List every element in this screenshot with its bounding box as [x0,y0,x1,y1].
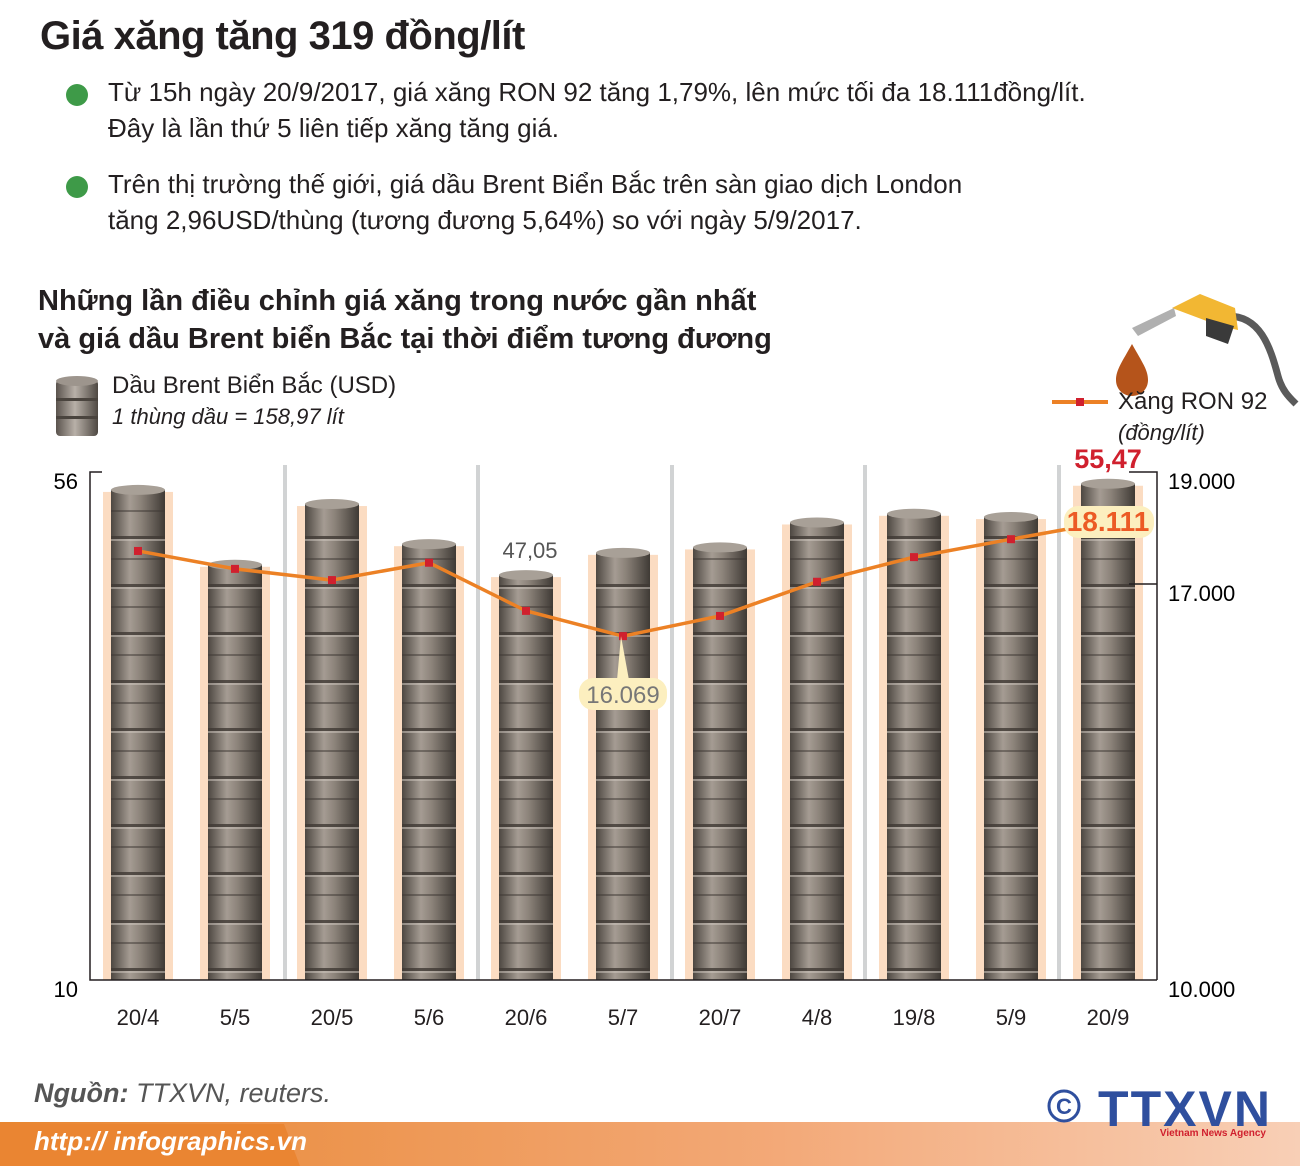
barrel-top [499,570,553,581]
bullet-item: Trên thị trường thế giới, giá dầu Brent … [66,166,962,238]
barrel-ridges [887,523,941,980]
ttxvn-logo: C TTXVN Vietnam News Agency [1047,1084,1270,1139]
x-tick-label: 19/8 [893,1005,936,1030]
data-label: 55,47 [1074,444,1142,474]
barrel-top [596,547,650,558]
source-label: Nguồn: [34,1078,129,1108]
x-tick-label: 20/4 [117,1005,160,1030]
legend-ron: Xăng RON 92 (đồng/lít) [1118,388,1267,446]
footer-tab [0,1124,300,1166]
ron92-marker [910,553,918,562]
x-tick-label: 20/6 [505,1005,548,1030]
barrel-ridges [1081,493,1135,980]
barrel-ridges [402,554,456,980]
barrel-ridges [208,574,262,980]
divider [670,465,674,980]
data-label: 47,05 [502,538,557,563]
barrel-ridges [111,499,165,980]
x-tick-label: 20/5 [311,1005,354,1030]
y2-tick-label: 10.000 [1168,977,1235,1002]
callout-box [1064,506,1154,538]
callout-box [579,678,667,710]
y-tick-label: 56 [54,469,78,494]
x-tick-label: 4/8 [802,1005,833,1030]
ron92-marker [134,546,142,555]
source: Nguồn: TTXVN, reuters. [34,1078,331,1109]
y2-tick-label: 19.000 [1168,469,1235,494]
bullet-item: Từ 15h ngày 20/9/2017, giá xăng RON 92 t… [66,74,1086,146]
right-axis-line [1129,471,1158,980]
legend-ron-label: Xăng RON 92 [1118,388,1268,415]
y2-tick-label: 17.000 [1168,581,1235,606]
barrel-ridges [984,527,1038,980]
callout-pointer [617,636,629,681]
barrel-ridges [499,585,553,980]
barrel-top [790,517,844,528]
website-link[interactable]: http:// infographics.vn [34,1126,307,1156]
data-label: 18.111 [1067,506,1150,537]
barrel-top [402,539,456,550]
chart: 20/4 5/5 20/5 5/6 20/6 5/7 20/7 4/8 19/8 5/9 20/9 5… [54,444,1236,1030]
x-tick-label: 20/9 [1087,1005,1130,1030]
chart-subtitle: Những lần điều chỉnh giá xăng trong nước… [38,285,772,355]
divider [476,465,480,980]
x-tick-label: 20/7 [699,1005,742,1030]
y-tick-label: 10 [54,977,78,1002]
legend-brent-label: Dầu Brent Biển Bắc (USD) [112,372,397,399]
bullet-text: Trên thị trường thế giới, giá dầu Brent … [108,169,963,235]
legend-brent: Dầu Brent Biển Bắc (USD) 1 thùng dầu = 15… [112,372,396,430]
barrel-top [984,512,1038,523]
barrel-top [693,542,747,553]
barrel-top [1081,478,1135,489]
barrel-top [111,484,165,495]
barrel-ridges [596,562,650,980]
ron92-marker [619,632,627,641]
ron92-marker [522,606,530,615]
ron92-marker [813,577,821,586]
barrel-top [305,499,359,510]
legend-brent-note: 1 thùng dầu = 158,97 lít [112,404,344,429]
legend-ron-unit: (đồng/lít) [1118,420,1205,445]
x-tick-label: 5/5 [220,1005,251,1030]
barrel-ridges [305,514,359,980]
fuel-pump-nozzle-icon [1116,294,1299,407]
divider [1057,465,1061,980]
data-label: 16.069 [586,682,659,709]
divider [283,465,287,980]
legend-line-icon [1052,398,1108,406]
ron92-marker [1007,535,1015,544]
ron92-marker [716,611,724,620]
source-text: TTXVN, reuters. [128,1078,332,1108]
barrel-ridges [790,532,844,980]
barrel-legend-icon [56,376,98,436]
bullet-dot-icon [66,84,88,106]
page-title: Giá xăng tăng 319 đồng/lít [40,14,525,58]
ron92-marker [231,564,239,573]
axis-line [89,471,1157,981]
x-tick-label: 5/6 [414,1005,445,1030]
barrel-top [887,508,941,519]
barrel-ridges [693,557,747,980]
ron92-marker [328,576,336,585]
x-tick-label: 5/7 [608,1005,639,1030]
divider [863,465,867,980]
bullet-text: Từ 15h ngày 20/9/2017, giá xăng RON 92 t… [108,77,1086,143]
svg-text:C: C [1056,1094,1072,1119]
ron92-marker [425,558,433,567]
svg-text:Vietnam News Agency: Vietnam News Agency [1160,1128,1267,1139]
x-tick-label: 5/9 [996,1005,1027,1030]
bullet-dot-icon [66,176,88,198]
